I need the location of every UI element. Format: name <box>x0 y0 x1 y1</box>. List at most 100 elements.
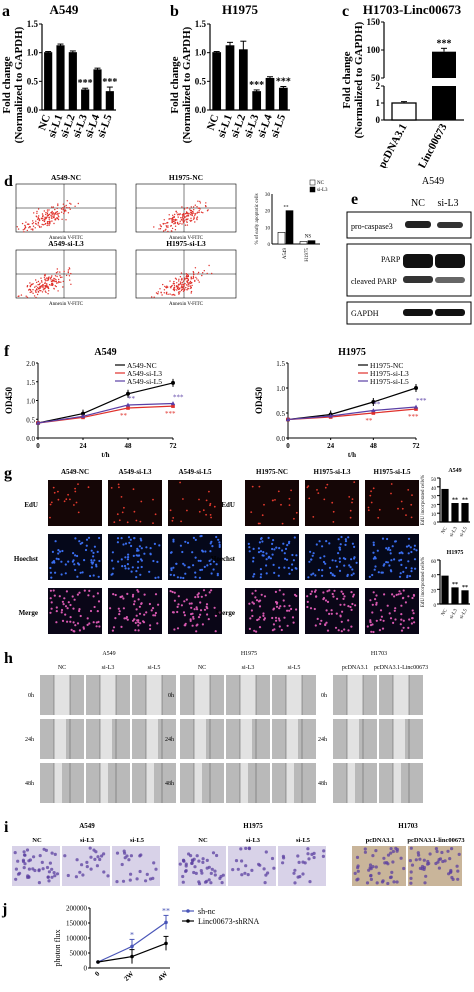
flow-dot <box>42 219 44 222</box>
cell-dot <box>295 594 298 598</box>
flow-dot <box>36 281 38 284</box>
flow-dot <box>66 200 69 202</box>
significance-mark: *** <box>249 80 264 91</box>
cell-dot <box>65 498 68 501</box>
cell-dot <box>127 536 131 539</box>
cell-stain <box>123 851 127 855</box>
flow-dot <box>53 222 55 225</box>
cell-dot <box>213 606 216 609</box>
flow-dot <box>46 283 48 285</box>
cell-dot <box>81 571 84 574</box>
flow-dot <box>55 285 57 288</box>
x-category-label: NC <box>441 526 449 535</box>
y-tick-label: 2.0 <box>26 360 35 368</box>
cell-stain <box>386 881 390 886</box>
cell-dot <box>182 611 186 614</box>
flow-dot <box>35 288 38 291</box>
cell-dot <box>322 597 326 600</box>
cell-dot <box>326 483 329 486</box>
cell-dot <box>53 594 56 597</box>
cell-dot <box>145 546 148 549</box>
flow-dot <box>170 287 172 289</box>
flow-dot <box>41 281 43 283</box>
cell-stain <box>363 850 367 854</box>
flow-dot <box>198 210 200 212</box>
flow-dot <box>163 219 165 221</box>
cell-dot <box>252 602 255 605</box>
cell-dot <box>218 545 221 548</box>
flow-dot <box>57 204 59 207</box>
cell-dot <box>116 513 119 516</box>
significance-mark: ** <box>284 206 290 211</box>
flow-dot <box>172 220 175 222</box>
cell-dot <box>134 629 137 632</box>
cell-stain <box>451 877 455 881</box>
micro-col-label: H1975-si-L3 <box>314 468 351 476</box>
cell-dot <box>140 539 143 542</box>
cell-dot <box>390 492 392 495</box>
flow-dot <box>20 294 23 296</box>
cell-dot <box>381 627 385 630</box>
cell-dot <box>204 550 207 553</box>
flow-dot <box>178 291 180 293</box>
panel-a-title: A549 <box>50 2 79 17</box>
flow-dot <box>184 283 186 285</box>
blot-label-parp: PARP <box>381 255 401 264</box>
cell-dot <box>385 561 388 564</box>
flow-dot <box>56 207 58 210</box>
cell-stain <box>306 852 310 856</box>
cell-dot <box>339 603 342 606</box>
cell-dot <box>309 607 313 610</box>
cell-dot <box>288 604 291 607</box>
cell-dot <box>52 589 55 592</box>
cell-dot <box>335 612 338 615</box>
cell-dot <box>253 629 256 632</box>
cell-dot <box>92 551 95 554</box>
cell-dot <box>251 614 254 618</box>
flow-dot <box>186 280 188 283</box>
flow-dot <box>48 213 51 215</box>
flow-dot <box>167 226 169 228</box>
flow-dot <box>41 213 44 215</box>
cell-dot <box>203 608 207 611</box>
cell-dot <box>250 609 253 612</box>
cell-dot <box>136 549 139 552</box>
y-tick-label: 1.0 <box>27 48 39 58</box>
cell-dot <box>124 542 128 545</box>
flow-dot <box>194 214 196 216</box>
flow-dot <box>173 285 176 287</box>
cell-dot <box>69 498 71 501</box>
cell-dot <box>314 574 317 577</box>
cell-stain <box>236 867 240 871</box>
cell-dot <box>386 548 390 551</box>
cell-dot <box>402 619 405 622</box>
significance-mark: ** <box>462 585 468 591</box>
flow-dot <box>47 223 49 225</box>
cell-dot <box>209 563 212 566</box>
cell-dot <box>258 605 262 608</box>
flow-dot <box>166 286 168 289</box>
cell-dot <box>353 556 356 559</box>
cell-dot <box>262 551 265 554</box>
cell-dot <box>293 536 296 539</box>
flow-dot <box>26 223 29 225</box>
flow-dot <box>62 209 64 211</box>
y-tick-label: 10 <box>431 513 437 518</box>
flow-dot <box>46 224 48 227</box>
cell-dot <box>170 568 173 572</box>
cell-dot <box>306 595 309 598</box>
flow-dot <box>192 277 195 279</box>
cell-dot <box>376 549 379 552</box>
cell-dot <box>392 621 395 624</box>
cell-stain <box>306 847 310 851</box>
bar <box>461 590 469 605</box>
cell-dot <box>326 590 329 593</box>
cell-dot <box>322 560 326 564</box>
flow-dot <box>37 286 39 289</box>
cell-stain <box>443 859 447 863</box>
cell-dot <box>60 608 64 612</box>
flow-dot <box>178 284 180 286</box>
cell-dot <box>394 607 397 610</box>
flow-dot <box>197 211 199 213</box>
